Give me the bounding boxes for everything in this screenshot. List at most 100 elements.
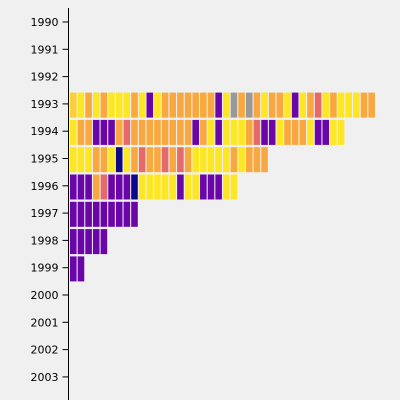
cell-1996-6 bbox=[115, 201, 123, 227]
cell-1993-12 bbox=[161, 119, 169, 145]
cell-1998-1 bbox=[77, 256, 85, 282]
cell-1992-25 bbox=[261, 92, 268, 118]
cell-1993-21 bbox=[230, 119, 238, 145]
cell-1996-1 bbox=[77, 201, 85, 227]
cell-1993-8 bbox=[131, 119, 138, 145]
cell-1992-34 bbox=[330, 92, 337, 118]
y-tick-label-2002: 2002 bbox=[31, 344, 59, 357]
cell-1993-11 bbox=[154, 119, 161, 145]
cell-1994-7 bbox=[123, 147, 131, 173]
cell-1992-29 bbox=[291, 92, 299, 118]
cell-1993-17 bbox=[200, 119, 207, 145]
cell-1994-4 bbox=[100, 147, 108, 173]
cell-1993-13 bbox=[169, 119, 177, 145]
cell-1992-0 bbox=[70, 92, 77, 118]
cell-1995-5 bbox=[108, 174, 115, 200]
cell-1996-0 bbox=[70, 201, 77, 227]
cell-1994-22 bbox=[238, 147, 245, 173]
cell-1992-3 bbox=[92, 92, 100, 118]
cell-1992-20 bbox=[223, 92, 230, 118]
cell-1994-17 bbox=[200, 147, 207, 173]
cell-1993-9 bbox=[138, 119, 146, 145]
cell-1993-7 bbox=[123, 119, 131, 145]
cell-1994-3 bbox=[92, 147, 100, 173]
y-tick-label-2001: 2001 bbox=[31, 316, 59, 329]
cell-1994-18 bbox=[207, 147, 215, 173]
cell-1995-3 bbox=[92, 174, 100, 200]
cell-1995-1 bbox=[77, 174, 85, 200]
cell-1994-21 bbox=[230, 147, 238, 173]
cell-1994-2 bbox=[85, 147, 92, 173]
cell-1992-27 bbox=[276, 92, 284, 118]
cell-1993-6 bbox=[115, 119, 123, 145]
cell-1993-2 bbox=[85, 119, 92, 145]
cell-1993-16 bbox=[192, 119, 199, 145]
cell-1993-5 bbox=[108, 119, 115, 145]
cell-1995-4 bbox=[100, 174, 108, 200]
cell-1994-20 bbox=[223, 147, 230, 173]
cell-1993-15 bbox=[184, 119, 192, 145]
cell-1992-19 bbox=[215, 92, 222, 118]
cell-1993-24 bbox=[253, 119, 261, 145]
y-tick-label-1994: 1994 bbox=[31, 125, 59, 138]
cell-1992-5 bbox=[108, 92, 115, 118]
cell-1992-31 bbox=[307, 92, 314, 118]
cell-1992-14 bbox=[177, 92, 184, 118]
cell-1993-0 bbox=[70, 119, 77, 145]
cell-1992-13 bbox=[169, 92, 177, 118]
cell-1995-7 bbox=[123, 174, 131, 200]
cell-1993-18 bbox=[207, 119, 215, 145]
cell-1994-5 bbox=[108, 147, 115, 173]
cell-1997-1 bbox=[77, 229, 85, 255]
cell-1994-23 bbox=[245, 147, 253, 173]
cell-1994-13 bbox=[169, 147, 177, 173]
cell-1992-21 bbox=[230, 92, 238, 118]
cell-1992-2 bbox=[85, 92, 92, 118]
cell-1995-0 bbox=[70, 174, 77, 200]
cell-1992-16 bbox=[192, 92, 199, 118]
cell-1994-1 bbox=[77, 147, 85, 173]
cell-1994-19 bbox=[215, 147, 222, 173]
y-tick-label-1999: 1999 bbox=[31, 262, 59, 275]
cell-1995-18 bbox=[207, 174, 215, 200]
cell-1992-7 bbox=[123, 92, 131, 118]
cell-1996-7 bbox=[123, 201, 131, 227]
cell-1994-16 bbox=[192, 147, 199, 173]
cell-1992-26 bbox=[268, 92, 276, 118]
cell-1995-17 bbox=[200, 174, 207, 200]
cell-1993-20 bbox=[223, 119, 230, 145]
cell-1997-4 bbox=[100, 229, 108, 255]
cell-1993-34 bbox=[330, 119, 337, 145]
cell-1992-28 bbox=[284, 92, 291, 118]
cell-1992-33 bbox=[322, 92, 330, 118]
cell-1995-6 bbox=[115, 174, 123, 200]
cell-1992-39 bbox=[368, 92, 375, 118]
cell-1992-24 bbox=[253, 92, 261, 118]
cell-1995-2 bbox=[85, 174, 92, 200]
cell-1993-26 bbox=[268, 119, 276, 145]
y-tick-label-1997: 1997 bbox=[31, 207, 59, 220]
y-tick-label-1990: 1990 bbox=[31, 16, 59, 29]
cell-1995-9 bbox=[138, 174, 146, 200]
cell-1992-23 bbox=[245, 92, 253, 118]
cell-1992-9 bbox=[138, 92, 146, 118]
cell-1992-11 bbox=[154, 92, 161, 118]
cell-1995-20 bbox=[223, 174, 230, 200]
cell-1995-19 bbox=[215, 174, 222, 200]
cell-1992-35 bbox=[337, 92, 345, 118]
cell-1992-10 bbox=[146, 92, 154, 118]
cell-1992-38 bbox=[360, 92, 368, 118]
cell-1993-23 bbox=[245, 119, 253, 145]
cell-1993-22 bbox=[238, 119, 245, 145]
y-tick-label-1998: 1998 bbox=[31, 234, 59, 247]
cell-1996-3 bbox=[92, 201, 100, 227]
cell-1993-25 bbox=[261, 119, 268, 145]
cell-1998-0 bbox=[70, 256, 77, 282]
y-axis-ticks: 1990 1991 1992 1993 1994 1995 1996 1997 1998 1999… bbox=[31, 16, 69, 384]
cell-1992-32 bbox=[314, 92, 322, 118]
cell-1992-4 bbox=[100, 92, 108, 118]
cell-1995-13 bbox=[169, 174, 177, 200]
cell-1992-36 bbox=[345, 92, 352, 118]
cell-1992-1 bbox=[77, 92, 85, 118]
cell-1992-8 bbox=[131, 92, 138, 118]
